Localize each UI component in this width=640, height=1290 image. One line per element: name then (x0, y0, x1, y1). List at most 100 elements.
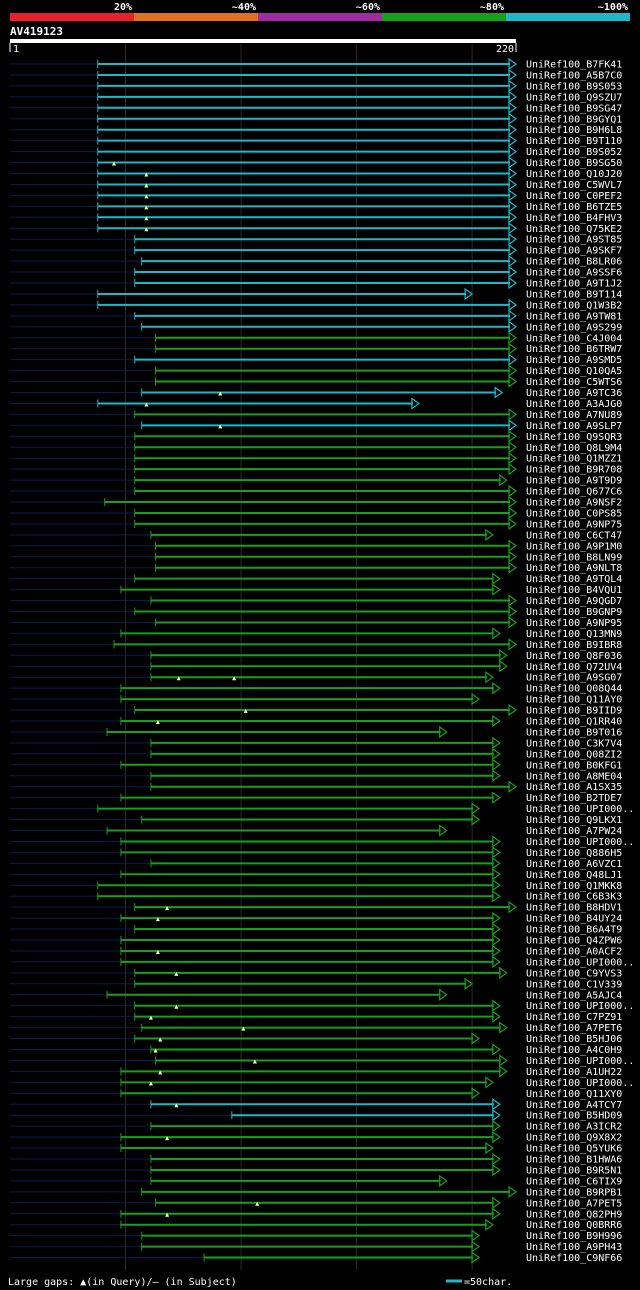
hit-row[interactable]: UniRef100_B8LR06 (10, 254, 622, 268)
hit-row[interactable]: UniRef100_C0PS85 (10, 506, 622, 520)
hit-row[interactable]: UniRef100_C3K7V4 (10, 736, 622, 750)
hit-row[interactable]: UniRef100_A9SG07 (10, 671, 622, 684)
hit-row[interactable]: UniRef100_A9SSF6 (10, 265, 622, 279)
hit-row[interactable]: UniRef100_B9SG47 (10, 101, 622, 115)
hit-row[interactable]: UniRef100_UPI000.. (10, 955, 634, 969)
hit-row[interactable]: UniRef100_C6TIX9 (10, 1174, 622, 1188)
hit-label[interactable]: UniRef100_C7PZ91 (526, 1012, 622, 1023)
hit-label[interactable]: UniRef100_A9T9D9 (526, 476, 622, 487)
hit-row[interactable]: UniRef100_Q886H5 (10, 846, 622, 859)
hit-label[interactable]: UniRef100_UPI000.. (526, 1001, 634, 1012)
hit-row[interactable]: UniRef100_C0PEF2 (10, 189, 622, 202)
hit-row[interactable]: UniRef100_Q677C6 (10, 484, 622, 498)
hit-row[interactable]: UniRef100_B9RPB1 (10, 1185, 622, 1199)
hit-label[interactable]: UniRef100_Q9SQR3 (526, 432, 622, 443)
hit-label[interactable]: UniRef100_A9QGD7 (526, 596, 622, 607)
hit-row[interactable]: UniRef100_C4J004 (10, 331, 622, 345)
hit-row[interactable]: UniRef100_Q1RR40 (10, 714, 622, 728)
hit-label[interactable]: UniRef100_A5B7C0 (526, 70, 622, 81)
hit-label[interactable]: UniRef100_A9ST85 (526, 235, 622, 246)
hit-row[interactable]: UniRef100_Q9SQR3 (10, 430, 622, 443)
hit-label[interactable]: UniRef100_A1SX35 (526, 782, 622, 793)
hit-row[interactable]: UniRef100_B9GYQ1 (10, 112, 622, 126)
hit-row[interactable]: UniRef100_B9R708 (10, 462, 622, 476)
hit-label[interactable]: UniRef100_A5AJC4 (526, 990, 622, 1001)
hit-label[interactable]: UniRef100_A9SLP7 (526, 421, 622, 432)
hit-row[interactable]: UniRef100_A3ICR2 (10, 1119, 622, 1133)
hit-row[interactable]: UniRef100_B9R5N1 (10, 1163, 622, 1177)
hit-row[interactable]: UniRef100_B8LN99 (10, 550, 622, 564)
hit-row[interactable]: UniRef100_B4UY24 (10, 911, 622, 925)
hit-label[interactable]: UniRef100_B6TZE5 (526, 202, 622, 213)
hit-label[interactable]: UniRef100_A3ICR2 (526, 1122, 622, 1133)
hit-label[interactable]: UniRef100_Q1MKK8 (526, 881, 622, 892)
hit-row[interactable]: UniRef100_A9TW81 (10, 309, 622, 323)
hit-row[interactable]: UniRef100_B9IBR8 (10, 638, 622, 651)
hit-row[interactable]: UniRef100_A9S299 (10, 320, 622, 334)
hit-label[interactable]: UniRef100_C6CT47 (526, 530, 622, 541)
hit-label[interactable]: UniRef100_A9NSF2 (526, 498, 622, 509)
hit-label[interactable]: UniRef100_UPI000.. (526, 837, 634, 848)
hit-row[interactable]: UniRef100_B5HD09 (10, 1109, 622, 1122)
hit-label[interactable]: UniRef100_A6VZC1 (526, 859, 622, 870)
hit-row[interactable]: UniRef100_B7FK41 (10, 57, 622, 71)
hit-row[interactable]: UniRef100_A1SX35 (10, 780, 622, 794)
hit-label[interactable]: UniRef100_A9SG07 (526, 673, 622, 684)
hit-label[interactable]: UniRef100_Q08ZI2 (526, 749, 622, 760)
hit-row[interactable]: UniRef100_A9SKF7 (10, 243, 622, 257)
hit-label[interactable]: UniRef100_A9TC36 (526, 388, 622, 399)
hit-label[interactable]: UniRef100_Q1W3B2 (526, 300, 622, 311)
hit-label[interactable]: UniRef100_A9SKF7 (526, 246, 622, 257)
hit-row[interactable]: UniRef100_B1HWA6 (10, 1152, 622, 1166)
hit-label[interactable]: UniRef100_B8HDV1 (526, 903, 622, 914)
hit-label[interactable]: UniRef100_B1HWA6 (526, 1155, 622, 1166)
hit-label[interactable]: UniRef100_Q11XY0 (526, 1089, 622, 1100)
hit-label[interactable]: UniRef100_B9T114 (526, 289, 622, 300)
hit-row[interactable]: UniRef100_UPI000.. (10, 1054, 634, 1067)
hit-label[interactable]: UniRef100_Q5YUK6 (526, 1144, 622, 1155)
hit-label[interactable]: UniRef100_A0ACF2 (526, 946, 622, 957)
hit-row[interactable]: UniRef100_A5B7C0 (10, 68, 622, 82)
hit-label[interactable]: UniRef100_C0PEF2 (526, 191, 622, 202)
hit-label[interactable]: UniRef100_Q0BRR6 (526, 1220, 622, 1231)
hit-row[interactable]: UniRef100_A4C0H9 (10, 1043, 622, 1057)
hit-row[interactable]: UniRef100_Q8F036 (10, 649, 622, 662)
hit-label[interactable]: UniRef100_B8LN99 (526, 552, 622, 563)
hit-label[interactable]: UniRef100_B8LR06 (526, 257, 622, 268)
hit-label[interactable]: UniRef100_B4UY24 (526, 914, 622, 925)
hit-label[interactable]: UniRef100_B9SG47 (526, 103, 622, 114)
hit-label[interactable]: UniRef100_A9T1J2 (526, 279, 622, 290)
hit-row[interactable]: UniRef100_A9SLP7 (10, 419, 622, 432)
hit-label[interactable]: UniRef100_Q886H5 (526, 848, 622, 859)
hit-row[interactable]: UniRef100_Q08ZI2 (10, 747, 622, 761)
hit-label[interactable]: UniRef100_A7PET6 (526, 1023, 622, 1034)
hit-row[interactable]: UniRef100_C9NF66 (10, 1251, 622, 1265)
hit-row[interactable]: UniRef100_Q9X8X2 (10, 1130, 622, 1144)
hit-row[interactable]: UniRef100_C7PZ91 (10, 1010, 622, 1024)
hit-row[interactable]: UniRef100_A9TC36 (10, 386, 622, 400)
hit-row[interactable]: UniRef100_Q10J20 (10, 167, 622, 181)
hit-label[interactable]: UniRef100_B4FHV3 (526, 213, 622, 224)
hit-row[interactable]: UniRef100_A9NSF2 (10, 495, 622, 509)
hit-row[interactable]: UniRef100_B9S052 (10, 145, 622, 159)
hit-row[interactable]: UniRef100_Q82PH9 (10, 1207, 622, 1221)
hit-label[interactable]: UniRef100_C6TIX9 (526, 1176, 622, 1187)
hit-label[interactable]: UniRef100_B9R5N1 (526, 1165, 622, 1176)
hit-row[interactable]: UniRef100_A5AJC4 (10, 988, 622, 1002)
hit-row[interactable]: UniRef100_A3AJG0 (10, 397, 622, 410)
hit-label[interactable]: UniRef100_Q82PH9 (526, 1209, 622, 1220)
hit-row[interactable]: UniRef100_A9ST85 (10, 233, 622, 246)
hit-label[interactable]: UniRef100_B6A4T9 (526, 925, 622, 936)
hit-label[interactable]: UniRef100_B9GNP9 (526, 607, 622, 618)
hit-label[interactable]: UniRef100_Q10QA5 (526, 366, 622, 377)
hit-row[interactable]: UniRef100_Q9SZU7 (10, 90, 622, 104)
hit-row[interactable]: UniRef100_B9T114 (10, 287, 622, 301)
hit-label[interactable]: UniRef100_B6TRW7 (526, 344, 622, 355)
hit-label[interactable]: UniRef100_B9SG50 (526, 158, 622, 169)
hit-row[interactable]: UniRef100_C9YVS3 (10, 966, 622, 980)
hit-row[interactable]: UniRef100_B4FHV3 (10, 211, 622, 224)
hit-row[interactable]: UniRef100_Q1MKK8 (10, 879, 622, 892)
hit-label[interactable]: UniRef100_B9IID9 (526, 706, 622, 717)
hit-row[interactable]: UniRef100_C5WVL7 (10, 178, 622, 191)
hit-row[interactable]: UniRef100_A9SMD5 (10, 353, 622, 367)
